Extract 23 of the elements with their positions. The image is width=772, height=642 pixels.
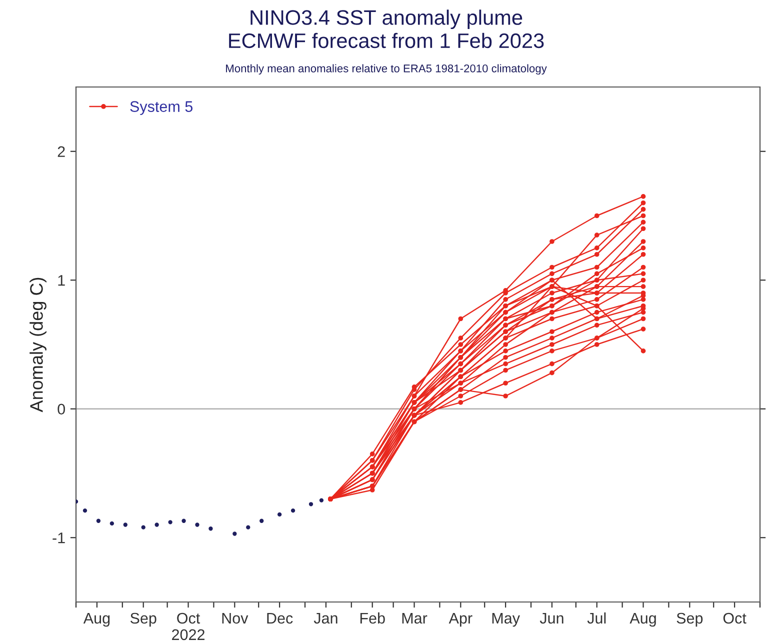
x-tick-label: Aug: [630, 612, 656, 627]
x-tick-label: Jul: [587, 612, 606, 624]
x-tick-label: Nov: [222, 612, 248, 624]
x-tick-label: Feb: [360, 612, 385, 624]
chart-subtitle: Monthly mean anomalies relative to ERA5 1981-2010 climatology: [226, 64, 547, 75]
x-tick-label: Sep: [130, 612, 156, 627]
x-tick-label: Dec: [267, 612, 293, 624]
x-tick-label: Oct: [723, 612, 746, 624]
y-tick-label: -1: [52, 532, 65, 544]
chart-title: NINO3.4 SST anomaly plume ECMWF forecast from 1 Feb 2023: [229, 10, 544, 48]
x-tick-label: Mar: [402, 612, 428, 624]
legend-label: System 5: [130, 101, 193, 115]
y-tick-label: 1: [58, 275, 65, 286]
x-tick-label: Apr: [448, 612, 472, 627]
y-tick-label: 2: [58, 146, 65, 157]
x-tick-label: Sep: [676, 612, 703, 627]
x-tick-label: Oct 2022: [172, 612, 204, 640]
y-tick-label: 0: [58, 404, 65, 415]
y-axis-title: Anomaly (deg C): [30, 278, 46, 412]
x-tick-label: May: [492, 612, 520, 627]
x-tick-label: Jun: [540, 612, 564, 624]
x-tick-label: Jan: [314, 612, 338, 624]
x-tick-label: Aug: [83, 612, 110, 627]
